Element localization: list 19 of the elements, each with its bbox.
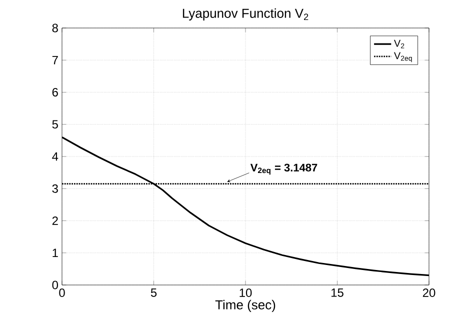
x-tick-label: 5: [150, 288, 157, 297]
y-tick-label: 1: [52, 248, 58, 257]
y-tick-label: 7: [52, 56, 58, 64]
x-tick-label: 20: [422, 288, 436, 298]
x-axis-title: Time (sec): [215, 300, 276, 312]
y-tick-label: 0: [52, 280, 58, 290]
x-tick-label: 15: [331, 288, 344, 297]
x-tick-label: 0: [59, 288, 65, 298]
y-tick-label: 8: [52, 24, 58, 32]
legend-label: V$_{2eq}$: [394, 52, 412, 62]
y-tick-label: 5: [52, 120, 58, 129]
x-tick-label: 10: [240, 288, 252, 298]
y-tick-label: 6: [52, 88, 58, 96]
y-tick-label: 2: [52, 216, 58, 225]
annotation: V$_{2eq}$ = 3.1487: [250, 164, 318, 175]
y-tick-label: 3: [52, 184, 58, 193]
chart-title: Lyapunov Function V$_{2}$: [182, 8, 308, 20]
y-tick-label: 4: [52, 152, 58, 161]
legend-label: V$_{2}$: [394, 40, 404, 48]
